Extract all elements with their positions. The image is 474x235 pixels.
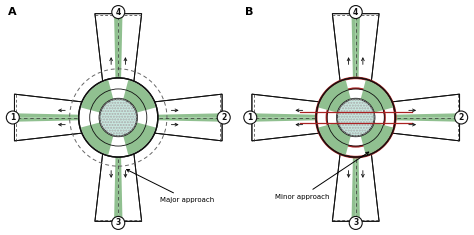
Text: 2: 2 (458, 113, 464, 122)
Polygon shape (118, 14, 122, 110)
Polygon shape (126, 94, 222, 141)
Polygon shape (332, 125, 379, 221)
Wedge shape (81, 80, 118, 118)
Polygon shape (356, 14, 360, 110)
Text: 4: 4 (116, 8, 121, 16)
Polygon shape (126, 118, 222, 122)
Text: 1: 1 (247, 113, 253, 122)
Polygon shape (363, 113, 460, 118)
Polygon shape (126, 113, 222, 118)
Wedge shape (318, 118, 356, 155)
Polygon shape (356, 125, 360, 221)
Polygon shape (14, 94, 111, 141)
Polygon shape (252, 118, 348, 122)
Text: 3: 3 (116, 219, 121, 227)
Wedge shape (356, 118, 393, 155)
Text: B: B (246, 7, 254, 17)
Circle shape (455, 111, 468, 124)
Wedge shape (318, 80, 356, 118)
Circle shape (337, 99, 374, 136)
Circle shape (244, 111, 257, 124)
Polygon shape (363, 118, 460, 122)
Polygon shape (14, 113, 111, 118)
Polygon shape (252, 94, 348, 141)
Polygon shape (95, 14, 142, 110)
Circle shape (316, 78, 395, 157)
Circle shape (112, 6, 125, 19)
Circle shape (349, 6, 362, 19)
Text: 3: 3 (353, 219, 358, 227)
Polygon shape (252, 113, 348, 118)
Text: 4: 4 (353, 8, 358, 16)
Text: 1: 1 (10, 113, 16, 122)
Polygon shape (352, 125, 356, 221)
Wedge shape (118, 80, 156, 118)
Circle shape (349, 216, 362, 229)
Polygon shape (118, 125, 122, 221)
Text: Major approach: Major approach (127, 169, 215, 203)
Circle shape (6, 111, 19, 124)
Polygon shape (352, 14, 356, 110)
Circle shape (112, 216, 125, 229)
Wedge shape (81, 118, 118, 155)
Circle shape (217, 111, 230, 124)
Polygon shape (114, 14, 118, 110)
Text: A: A (8, 7, 17, 17)
Polygon shape (95, 125, 142, 221)
Wedge shape (118, 118, 156, 155)
Polygon shape (332, 14, 379, 110)
Circle shape (79, 78, 158, 157)
Polygon shape (114, 125, 118, 221)
Circle shape (100, 99, 137, 136)
Text: Minor approach: Minor approach (274, 152, 369, 200)
Polygon shape (363, 94, 460, 141)
Text: 2: 2 (221, 113, 227, 122)
Wedge shape (356, 80, 393, 118)
Polygon shape (14, 118, 111, 122)
